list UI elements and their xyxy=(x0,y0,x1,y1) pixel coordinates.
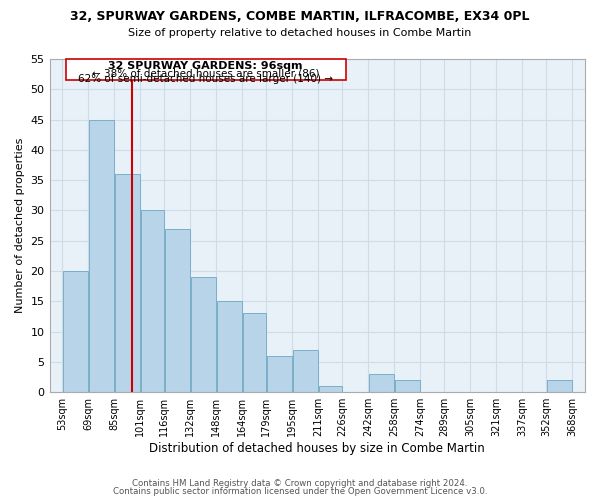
Bar xyxy=(267,356,292,392)
FancyBboxPatch shape xyxy=(66,59,346,80)
Bar xyxy=(115,174,140,392)
Text: 32, SPURWAY GARDENS, COMBE MARTIN, ILFRACOMBE, EX34 0PL: 32, SPURWAY GARDENS, COMBE MARTIN, ILFRA… xyxy=(70,10,530,23)
Bar xyxy=(89,120,114,392)
Bar xyxy=(319,386,342,392)
Bar xyxy=(165,228,190,392)
Text: Size of property relative to detached houses in Combe Martin: Size of property relative to detached ho… xyxy=(128,28,472,38)
Y-axis label: Number of detached properties: Number of detached properties xyxy=(15,138,25,314)
Text: 32 SPURWAY GARDENS: 96sqm: 32 SPURWAY GARDENS: 96sqm xyxy=(109,62,303,72)
Bar xyxy=(547,380,572,392)
Bar xyxy=(140,210,164,392)
Bar xyxy=(191,277,215,392)
Text: Contains public sector information licensed under the Open Government Licence v3: Contains public sector information licen… xyxy=(113,488,487,496)
Bar xyxy=(395,380,419,392)
X-axis label: Distribution of detached houses by size in Combe Martin: Distribution of detached houses by size … xyxy=(149,442,485,455)
Text: 62% of semi-detached houses are larger (140) →: 62% of semi-detached houses are larger (… xyxy=(78,74,333,84)
Bar xyxy=(293,350,317,392)
Bar xyxy=(63,271,88,392)
Bar xyxy=(217,302,242,392)
Text: Contains HM Land Registry data © Crown copyright and database right 2024.: Contains HM Land Registry data © Crown c… xyxy=(132,478,468,488)
Bar xyxy=(242,314,266,392)
Text: ← 38% of detached houses are smaller (86): ← 38% of detached houses are smaller (86… xyxy=(92,68,319,78)
Bar xyxy=(369,374,394,392)
